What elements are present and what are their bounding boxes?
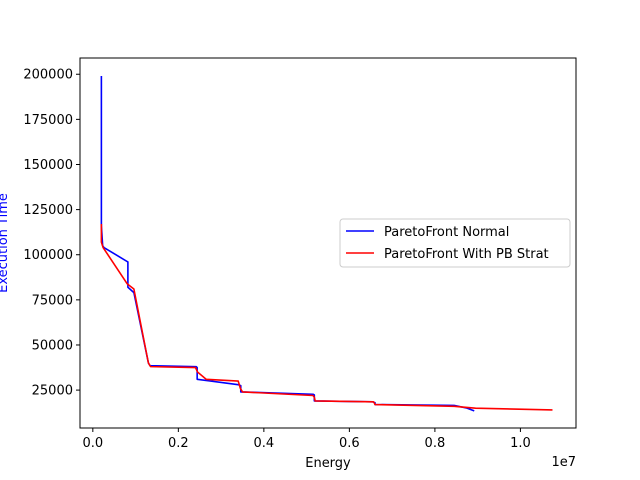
legend-box	[339, 218, 571, 268]
series-layer	[100, 76, 553, 412]
y-tick-label: 25000	[32, 384, 73, 399]
y-tick-label: 200000	[23, 68, 73, 83]
legend: ParetoFront Normal ParetoFront With PB S…	[339, 218, 571, 268]
legend-label-normal: ParetoFront Normal	[384, 225, 509, 240]
x-axis-offset-label: 1e7	[551, 455, 576, 470]
x-tick-label: 0.0	[82, 436, 103, 451]
x-axis-ticks: 0.0 0.2 0.4 0.6 0.8 1.0	[82, 428, 531, 451]
x-tick-label: 0.8	[425, 436, 446, 451]
x-tick-label: 0.6	[339, 436, 360, 451]
x-tick-label: 0.4	[254, 436, 275, 451]
y-tick-label: 100000	[23, 248, 73, 263]
series-line-1	[100, 224, 553, 411]
y-tick-label: 75000	[32, 293, 73, 308]
legend-label-pb-strat: ParetoFront With PB Strat	[384, 247, 549, 262]
x-tick-label: 0.2	[168, 436, 189, 451]
y-axis-label: Execution Time	[0, 193, 11, 293]
y-tick-label: 125000	[23, 203, 73, 218]
y-tick-label: 50000	[32, 338, 73, 353]
x-axis-label: Energy	[305, 456, 351, 471]
plot-frame	[79, 57, 577, 429]
x-tick-label: 1.0	[510, 436, 531, 451]
y-tick-label: 150000	[23, 158, 73, 173]
y-tick-label: 175000	[23, 113, 73, 128]
y-axis-ticks: 25000 50000 75000 100000 125000 150000 175000 2…	[23, 68, 80, 399]
